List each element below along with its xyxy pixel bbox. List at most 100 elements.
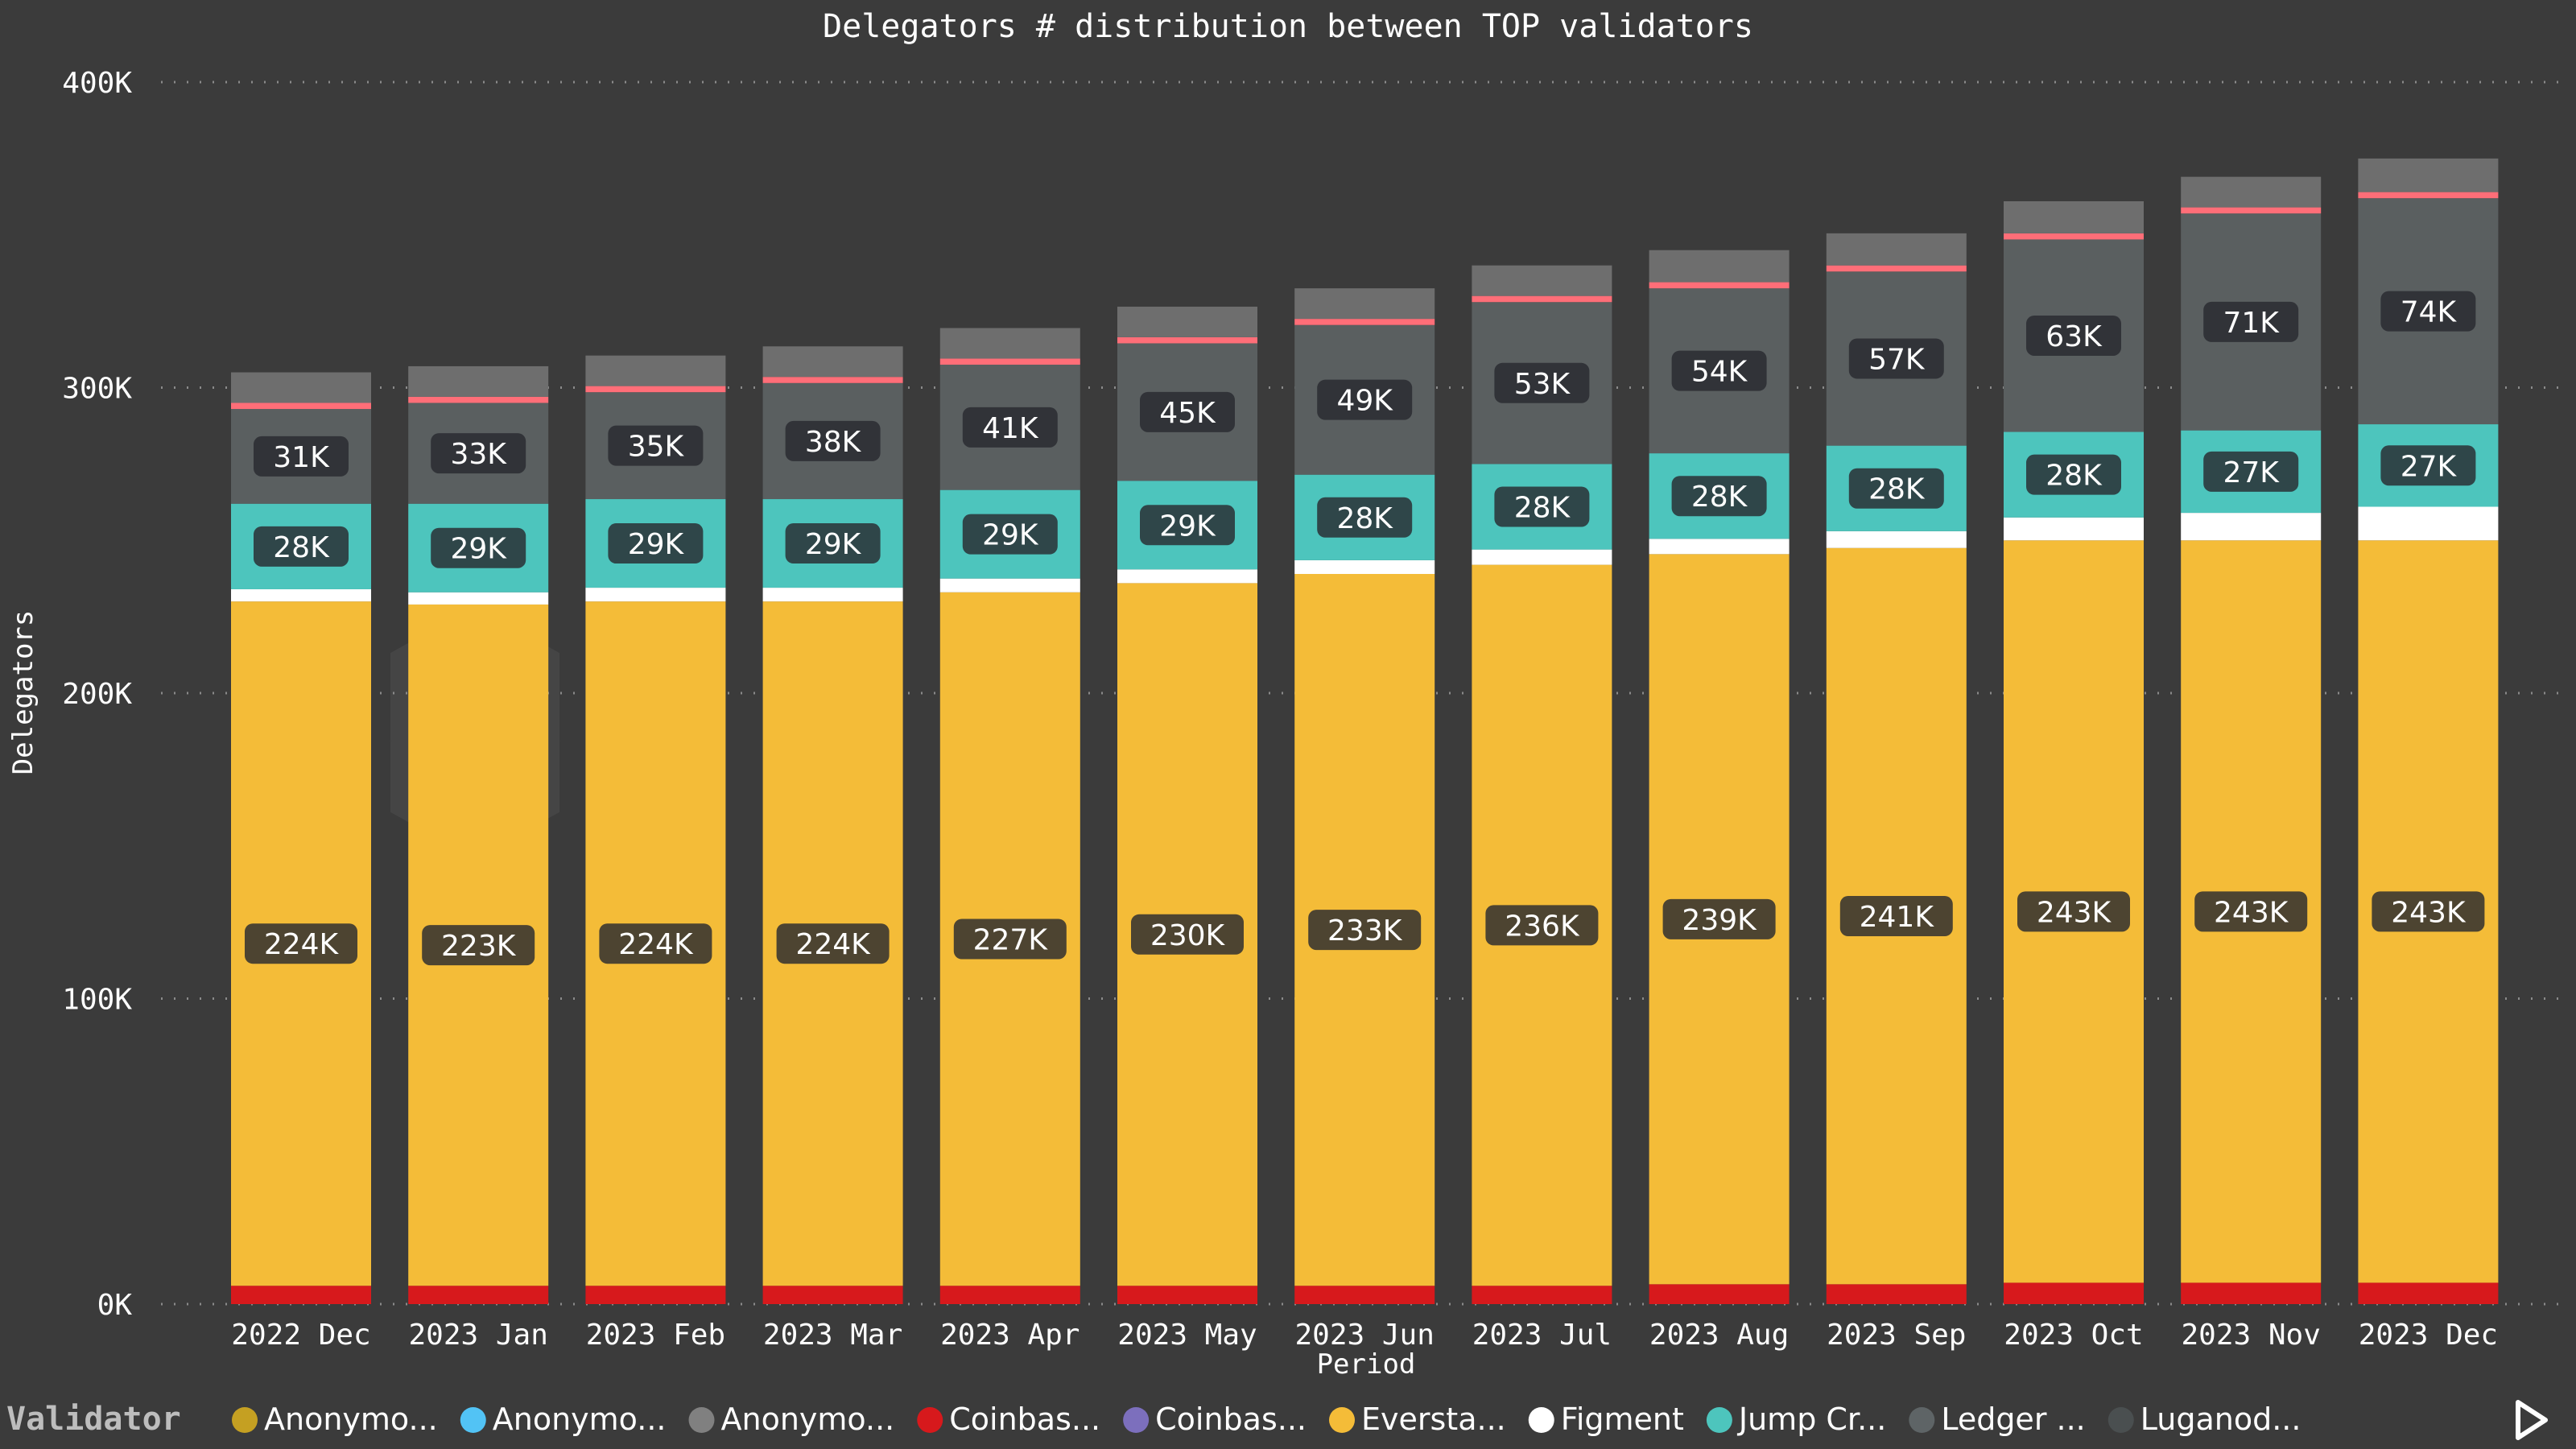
data-label: 28K <box>273 531 330 564</box>
data-label-box <box>962 514 1058 555</box>
bar-segment[interactable] <box>2004 201 2144 233</box>
bar-segment[interactable] <box>1472 549 1612 565</box>
legend-item[interactable]: Jump Cr... <box>1706 1402 1886 1437</box>
bar-segment[interactable] <box>1117 306 1257 337</box>
bar-segment[interactable] <box>585 386 726 393</box>
legend-item[interactable]: Ledger ... <box>1909 1402 2086 1437</box>
legend-item-label: Coinbas... <box>949 1402 1100 1437</box>
data-label: 54K <box>1691 356 1748 389</box>
bar-segment[interactable] <box>1117 336 1257 344</box>
data-label-box <box>2380 445 2476 486</box>
y-tick-label: 0K <box>97 1289 133 1322</box>
data-label: 33K <box>450 438 507 471</box>
data-label: 31K <box>273 441 330 474</box>
legend-item[interactable]: Coinbas... <box>917 1402 1100 1437</box>
bar-segment[interactable] <box>585 355 726 386</box>
bar-segment[interactable] <box>939 1286 1080 1304</box>
x-tick-label: 2023 Dec <box>2359 1319 2498 1352</box>
bar-segment[interactable] <box>2004 517 2144 541</box>
y-tick-label: 100K <box>62 984 132 1017</box>
bar-segment[interactable] <box>1649 250 1790 283</box>
legend-swatch-icon <box>688 1407 715 1433</box>
bar-segment[interactable] <box>1294 559 1435 574</box>
bar-segment[interactable] <box>231 588 371 602</box>
chart-title: Delegators # distribution between TOP va… <box>823 8 1753 45</box>
bar-segment[interactable] <box>408 1286 549 1304</box>
data-label-box <box>1140 505 1235 546</box>
bar-segment[interactable] <box>1117 1286 1257 1304</box>
bar-segment[interactable] <box>1294 319 1435 325</box>
data-label: 230K <box>1150 919 1226 952</box>
x-tick-label: 2023 Apr <box>940 1319 1080 1352</box>
data-label: 41K <box>982 412 1039 445</box>
bar-segment[interactable] <box>762 346 903 378</box>
bar-segment[interactable] <box>762 1286 903 1304</box>
legend-item-label: Anonymo... <box>721 1402 895 1437</box>
bar-segment[interactable] <box>231 1286 371 1304</box>
bar-segment[interactable] <box>1472 295 1612 303</box>
data-label-box <box>2380 291 2476 332</box>
bar-segment[interactable] <box>1472 1286 1612 1304</box>
bar-segment[interactable] <box>2004 233 2144 240</box>
legend-next-arrow-icon[interactable] <box>2516 1400 2548 1440</box>
bar-segment[interactable] <box>408 365 549 397</box>
bar-segment[interactable] <box>2358 506 2499 541</box>
bar-segment[interactable] <box>939 358 1080 365</box>
bar-segment[interactable] <box>2181 176 2322 208</box>
data-label-box <box>1671 476 1767 517</box>
bar-segment[interactable] <box>1294 1286 1435 1304</box>
legend-item[interactable]: Anonymo... <box>460 1402 667 1437</box>
bar-segment[interactable] <box>2358 158 2499 192</box>
data-label: 233K <box>1327 914 1403 947</box>
bar-segment[interactable] <box>1472 265 1612 296</box>
data-label-box <box>2017 891 2130 932</box>
bar-segment[interactable] <box>231 372 371 403</box>
bar-segment[interactable] <box>1294 288 1435 320</box>
bar-segment[interactable] <box>1649 1284 1790 1304</box>
legend-item[interactable]: Eversta... <box>1329 1402 1506 1437</box>
bar-segment[interactable] <box>762 588 903 602</box>
bar-segment[interactable] <box>1826 530 1967 548</box>
y-axis-ticks: 0K 100K 200K 300K 400K <box>62 67 132 1322</box>
bar-segment[interactable] <box>2181 207 2322 214</box>
legend-swatch-icon <box>1329 1407 1355 1433</box>
bar-segment[interactable] <box>939 578 1080 592</box>
bar-segment[interactable] <box>408 396 549 403</box>
legend-item[interactable]: Figment <box>1528 1402 1684 1437</box>
bar-segment[interactable] <box>585 1286 726 1304</box>
data-label-box <box>608 523 704 564</box>
data-label-box <box>785 523 881 564</box>
bar-segment[interactable] <box>762 377 903 383</box>
bar-segment[interactable] <box>1826 265 1967 272</box>
data-label: 28K <box>1868 473 1926 506</box>
bar-segment[interactable] <box>939 328 1080 359</box>
legend-item[interactable]: Coinbas... <box>1123 1402 1307 1437</box>
data-label: 28K <box>1514 492 1571 525</box>
bar-segment[interactable] <box>2358 1282 2499 1304</box>
bar-segment[interactable] <box>1649 282 1790 289</box>
bar-segment[interactable] <box>2358 192 2499 199</box>
bar-segment[interactable] <box>585 588 726 602</box>
x-tick-label: 2023 May <box>1117 1319 1257 1352</box>
data-label: 27K <box>2401 450 2458 483</box>
data-label: 28K <box>2046 460 2103 493</box>
bar-segment[interactable] <box>231 402 371 410</box>
data-label: 45K <box>1159 397 1216 430</box>
legend-item[interactable]: Luganod... <box>2107 1402 2301 1437</box>
bar-segment[interactable] <box>2181 1282 2322 1304</box>
legend-item[interactable]: Anonymo... <box>688 1402 895 1437</box>
data-label-box <box>1317 497 1413 538</box>
x-axis-ticks: 2022 Dec 2023 Jan 2023 Feb 2023 Mar 2023 Apr… <box>231 1319 2498 1352</box>
bar-segment[interactable] <box>1649 539 1790 555</box>
data-label-box <box>1317 379 1413 420</box>
bar-segment[interactable] <box>408 592 549 605</box>
legend-item[interactable]: Anonymo... <box>232 1402 438 1437</box>
data-label-box <box>953 919 1067 960</box>
bar-segment[interactable] <box>1826 1284 1967 1304</box>
bar-segment[interactable] <box>1826 233 1967 266</box>
bar-segment[interactable] <box>2181 513 2322 541</box>
bar-segment[interactable] <box>2004 1282 2144 1304</box>
legend-swatch-icon <box>232 1407 258 1433</box>
data-label: 71K <box>2223 307 2280 340</box>
bar-segment[interactable] <box>1117 569 1257 584</box>
